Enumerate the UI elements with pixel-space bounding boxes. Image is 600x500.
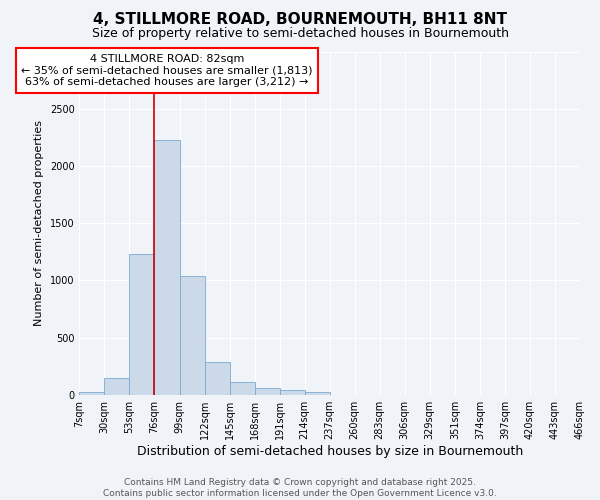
Bar bbox=[154, 140, 179, 394]
Bar bbox=[230, 382, 254, 394]
Bar bbox=[179, 276, 205, 394]
Text: Size of property relative to semi-detached houses in Bournemouth: Size of property relative to semi-detach… bbox=[91, 28, 509, 40]
Bar bbox=[130, 254, 154, 394]
Bar bbox=[205, 362, 230, 394]
Text: Contains HM Land Registry data © Crown copyright and database right 2025.
Contai: Contains HM Land Registry data © Crown c… bbox=[103, 478, 497, 498]
Bar bbox=[305, 392, 329, 394]
Bar bbox=[280, 390, 305, 394]
Bar bbox=[79, 392, 104, 394]
Bar bbox=[254, 388, 280, 394]
Text: 4 STILLMORE ROAD: 82sqm
← 35% of semi-detached houses are smaller (1,813)
63% of: 4 STILLMORE ROAD: 82sqm ← 35% of semi-de… bbox=[21, 54, 313, 87]
Bar bbox=[104, 378, 130, 394]
Y-axis label: Number of semi-detached properties: Number of semi-detached properties bbox=[34, 120, 44, 326]
Text: 4, STILLMORE ROAD, BOURNEMOUTH, BH11 8NT: 4, STILLMORE ROAD, BOURNEMOUTH, BH11 8NT bbox=[93, 12, 507, 28]
X-axis label: Distribution of semi-detached houses by size in Bournemouth: Distribution of semi-detached houses by … bbox=[137, 444, 523, 458]
